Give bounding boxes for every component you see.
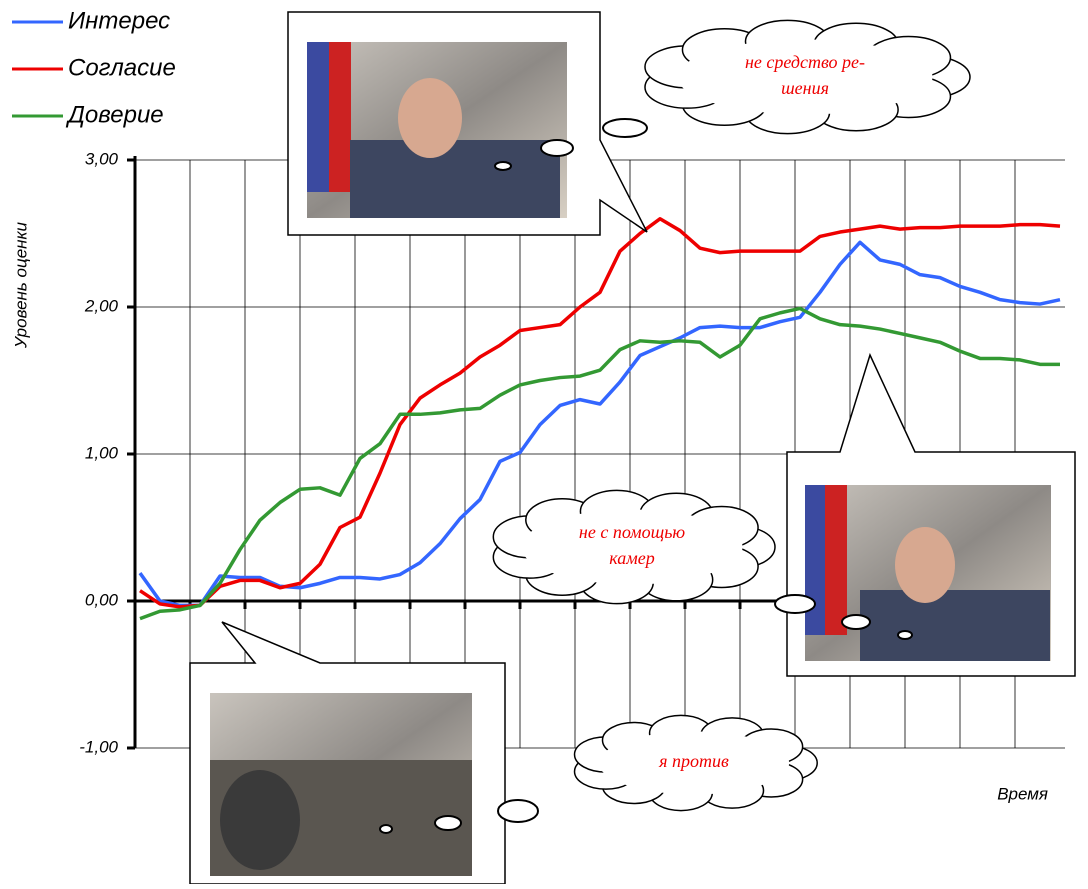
thought-dot [434, 815, 462, 831]
annotation-text: я против [658, 751, 729, 771]
y-axis-label: Уровень оценки [11, 221, 30, 349]
y-tick-label: -1,00 [79, 737, 118, 756]
x-axis-label: Время [997, 784, 1048, 803]
thought-dot [379, 824, 393, 834]
annotation-text: не с помощью [579, 522, 685, 542]
y-tick-label: 0,00 [85, 590, 119, 609]
thought-dot [897, 630, 913, 640]
y-tick-label: 3,00 [85, 149, 119, 168]
legend-label: Доверие [65, 101, 164, 128]
thought-dot [540, 139, 574, 157]
thought-dot [497, 799, 539, 823]
series-line [138, 240, 1061, 608]
series-line [139, 306, 1060, 621]
annotation-text: камер [609, 548, 654, 568]
thought-bubbles: не средство ре-шения не с помощью камер я п… [379, 19, 971, 834]
thought-dot [841, 614, 871, 630]
cloud-body [677, 39, 933, 115]
cloud-body [598, 731, 790, 795]
series-line [139, 217, 1061, 609]
legend-label: Интерес [68, 7, 170, 34]
thought-dot [774, 594, 816, 614]
y-tick-label: 2,00 [84, 296, 119, 315]
thought-dot [494, 161, 512, 171]
annotation-text: шения [781, 78, 829, 98]
thought-bubble: не средство ре-шения [644, 19, 971, 135]
cloud-body [521, 509, 743, 585]
thought-bubble: я против [573, 714, 818, 812]
thought-bubble: не с помощью камер [492, 489, 776, 605]
legend-label: Согласие [68, 54, 176, 81]
photo-callout [189, 621, 506, 885]
legend: Интерес Согласие Доверие [12, 7, 176, 128]
photo-callout [287, 11, 648, 236]
photo-callout [786, 352, 1076, 677]
y-tick-label: 1,00 [85, 443, 119, 462]
annotation-text: не средство ре- [745, 52, 865, 72]
thought-dot [602, 118, 648, 138]
